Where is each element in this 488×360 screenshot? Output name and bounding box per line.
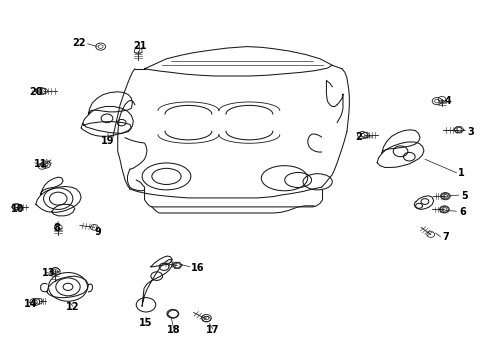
Text: 6: 6	[458, 207, 465, 217]
Text: 10: 10	[11, 204, 25, 214]
Text: 17: 17	[205, 325, 219, 335]
Text: 11: 11	[34, 159, 47, 169]
Text: 2: 2	[354, 132, 361, 142]
Text: 21: 21	[133, 41, 146, 50]
Text: 8: 8	[53, 224, 60, 233]
Text: 3: 3	[467, 127, 474, 136]
Text: 22: 22	[72, 38, 86, 48]
Text: 1: 1	[457, 168, 464, 178]
Text: 15: 15	[139, 319, 152, 328]
Text: 20: 20	[29, 87, 42, 97]
Text: 4: 4	[444, 96, 450, 106]
Text: 12: 12	[66, 302, 80, 312]
Text: 16: 16	[190, 263, 204, 273]
Text: 13: 13	[42, 268, 56, 278]
Text: 18: 18	[166, 325, 180, 335]
Text: 14: 14	[24, 299, 38, 309]
Text: 9: 9	[95, 227, 102, 237]
Text: 19: 19	[101, 136, 115, 145]
Text: 5: 5	[461, 191, 468, 201]
Text: 7: 7	[441, 232, 448, 242]
